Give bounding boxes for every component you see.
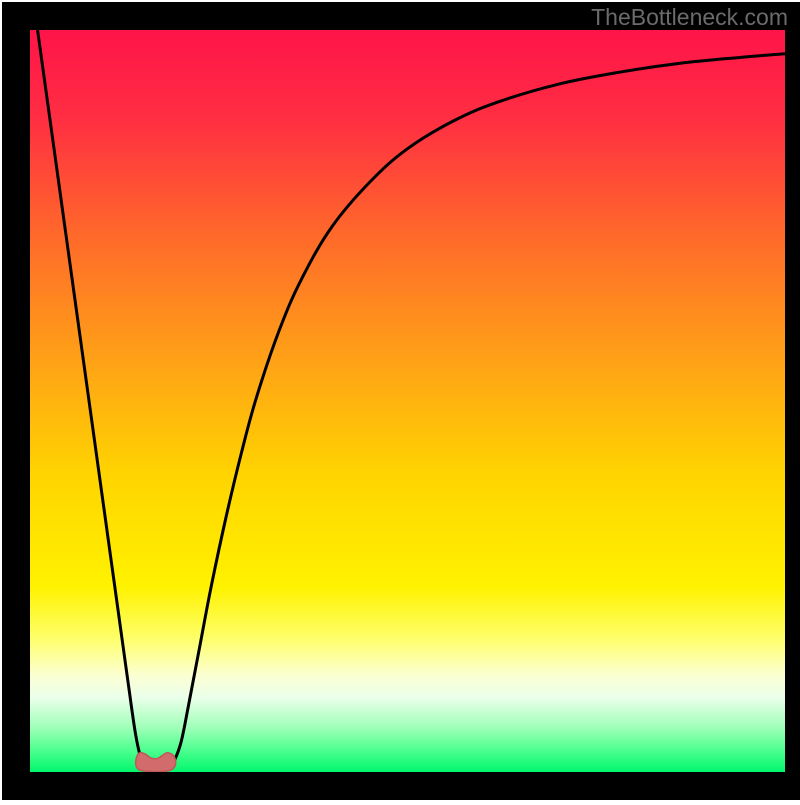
watermark-text: TheBottleneck.com <box>591 4 788 31</box>
plot-background <box>30 30 785 772</box>
bottleneck-chart <box>0 0 800 800</box>
chart-container: TheBottleneck.com <box>0 0 800 800</box>
